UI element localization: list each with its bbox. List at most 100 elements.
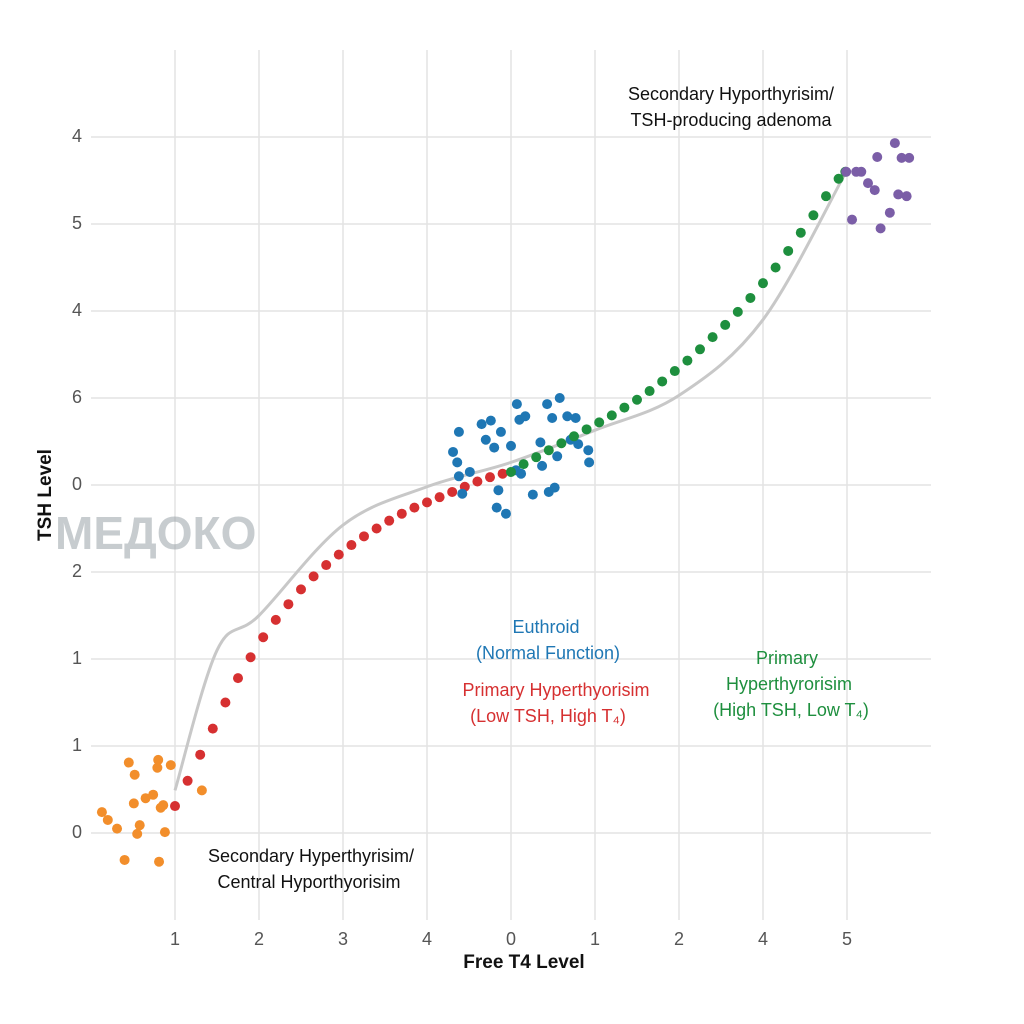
point: [821, 191, 831, 202]
annotation: Euthroid (Normal Function): [476, 617, 620, 663]
x-tick-label: 2: [674, 929, 684, 949]
point: [102, 814, 113, 825]
x-tick-label: 2: [254, 929, 264, 949]
point: [875, 223, 886, 234]
point: [485, 415, 496, 426]
point: [516, 468, 527, 479]
marks: [96, 138, 915, 867]
point: [669, 366, 680, 377]
point: [434, 492, 445, 503]
annotation-text: Primary: [756, 648, 818, 668]
point: [872, 152, 883, 163]
point: [506, 440, 516, 451]
point: [531, 452, 542, 463]
point: [422, 497, 432, 508]
y-tick-label: 6: [72, 387, 82, 407]
y-axis-label: TSH Level: [35, 449, 56, 541]
point: [296, 584, 306, 595]
point: [695, 344, 705, 355]
x-tick-label: 4: [758, 929, 768, 949]
point: [758, 278, 768, 289]
point: [453, 426, 464, 437]
x-tick-label: 3: [338, 929, 348, 949]
annotation-text: (High TSH, Low T₄): [713, 700, 869, 720]
point: [549, 482, 560, 493]
point: [547, 413, 558, 424]
point: [491, 502, 502, 513]
point: [196, 785, 207, 796]
point: [233, 673, 243, 684]
point: [472, 476, 483, 487]
x-tick-label: 0: [506, 929, 516, 949]
point: [901, 191, 912, 202]
x-tick-label: 1: [590, 929, 600, 949]
point: [570, 413, 581, 424]
annotation: Secondary Hyporthyrisim/ TSH-producing a…: [628, 84, 834, 130]
point: [170, 801, 180, 812]
point: [847, 214, 858, 225]
point: [569, 431, 579, 442]
point: [783, 245, 794, 256]
point: [96, 807, 107, 818]
point: [359, 531, 369, 542]
x-tick-label: 1: [170, 929, 180, 949]
point: [518, 459, 529, 470]
point: [904, 152, 915, 163]
point: [584, 457, 595, 468]
grid: [91, 50, 931, 920]
point: [140, 793, 151, 804]
y-tick-label: 4: [72, 126, 82, 146]
point: [795, 227, 806, 238]
y-tick-label: 4: [72, 300, 82, 320]
point: [495, 426, 506, 437]
annotation-text: (Normal Function): [476, 643, 620, 663]
point: [396, 508, 407, 519]
point: [682, 355, 693, 366]
point: [245, 652, 256, 663]
point: [457, 488, 468, 499]
x-tick-label: 5: [842, 929, 852, 949]
watermark: МЕДОКО: [55, 507, 256, 559]
point: [384, 515, 395, 526]
point: [409, 502, 420, 513]
point: [148, 789, 159, 800]
point: [889, 138, 900, 149]
point: [158, 800, 169, 811]
point: [452, 457, 463, 468]
point: [632, 394, 642, 405]
point: [606, 410, 617, 421]
point: [154, 856, 165, 867]
point: [856, 166, 867, 177]
point: [195, 749, 206, 760]
point: [220, 697, 231, 708]
annotation-text: Euthroid: [512, 617, 579, 637]
x-axis-label: Free T4 Level: [463, 952, 584, 973]
point: [573, 439, 584, 450]
annotation-text: Secondary Hyporthyrisim/: [628, 84, 834, 104]
point: [119, 854, 130, 865]
y-tick-label: 0: [72, 474, 82, 494]
point: [497, 468, 508, 479]
annotation-text: Hyperthyrorisim: [726, 674, 852, 694]
point: [485, 472, 495, 483]
point: [153, 754, 164, 765]
point: [581, 424, 592, 435]
point: [464, 466, 475, 477]
point: [132, 828, 143, 839]
annotation-text: Primary Hyperthyorisim: [462, 680, 649, 700]
point: [112, 823, 123, 834]
annotation-text: (Low TSH, High T₄): [470, 706, 626, 726]
point: [594, 417, 605, 428]
point: [619, 402, 630, 413]
point: [732, 306, 743, 317]
annotation: Primary Hyperthyrorisim (High TSH, Low T…: [713, 648, 869, 720]
point: [493, 485, 504, 496]
point: [129, 769, 140, 780]
point: [841, 166, 852, 177]
point: [884, 207, 895, 218]
point: [808, 210, 819, 221]
point: [447, 486, 458, 497]
point: [258, 632, 269, 643]
point: [644, 386, 655, 397]
